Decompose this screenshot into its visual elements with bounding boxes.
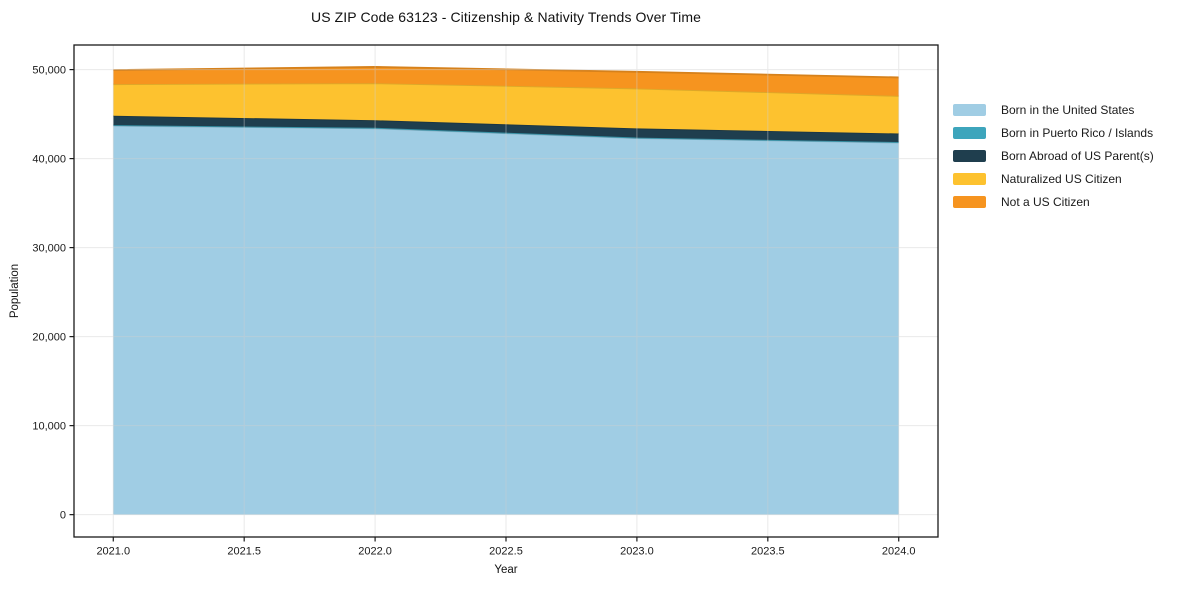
stacked-areas <box>113 66 899 515</box>
legend-label: Born in the United States <box>1001 103 1135 117</box>
x-tick-label: 2024.0 <box>882 546 916 558</box>
legend-item-born-abroad: Born Abroad of US Parent(s) <box>953 149 1154 163</box>
legend-label: Born Abroad of US Parent(s) <box>1001 149 1154 163</box>
gridlines <box>74 45 938 537</box>
area-series-0 <box>113 125 899 515</box>
x-tick-label: 2021.0 <box>96 546 130 558</box>
area-series-4 <box>113 66 899 96</box>
chart-title: US ZIP Code 63123 - Citizenship & Nativi… <box>310 9 702 25</box>
legend-swatch-naturalized <box>953 173 986 185</box>
area-series-2 <box>113 115 899 143</box>
tick-marks <box>69 68 900 542</box>
y-tick-label: 20,000 <box>32 331 66 343</box>
area-edge-4 <box>113 66 899 79</box>
legend-swatch-not-citizen <box>953 196 986 208</box>
legend-item-not-citizen: Not a US Citizen <box>953 195 1154 209</box>
y-tick-label: 40,000 <box>32 153 66 165</box>
x-tick-label: 2023.0 <box>620 546 654 558</box>
x-axis-label: Year <box>494 564 518 576</box>
y-tick-label: 50,000 <box>32 64 66 76</box>
area-series-3 <box>113 83 899 134</box>
legend-item-born-in-us: Born in the United States <box>953 103 1154 117</box>
x-tick-label: 2022.0 <box>358 546 392 558</box>
y-tick-label: 30,000 <box>32 242 66 254</box>
legend-label: Born in Puerto Rico / Islands <box>1001 126 1154 140</box>
legend-item-puerto-rico: Born in Puerto Rico / Islands <box>953 126 1154 140</box>
y-tick-label: 0 <box>60 509 66 521</box>
y-axis-label: Population <box>9 263 21 319</box>
legend-swatch-puerto-rico <box>953 127 986 139</box>
y-tick-label: 10,000 <box>32 420 66 432</box>
legend-label: Naturalized US Citizen <box>1001 172 1122 186</box>
legend-item-naturalized: Naturalized US Citizen <box>953 172 1154 186</box>
x-tick-label: 2021.5 <box>227 546 261 558</box>
legend-label: Not a US Citizen <box>1001 195 1090 209</box>
legend-swatch-born-abroad <box>953 150 986 162</box>
legend: Born in the United States Born in Puerto… <box>953 103 1154 209</box>
legend-swatch-born-in-us <box>953 104 986 116</box>
x-tick-label: 2022.5 <box>489 546 523 558</box>
tick-labels: 2021.0 2021.5 2022.0 2022.5 2023.0 2023.5 2024… <box>32 64 915 557</box>
x-tick-label: 2023.5 <box>751 546 785 558</box>
